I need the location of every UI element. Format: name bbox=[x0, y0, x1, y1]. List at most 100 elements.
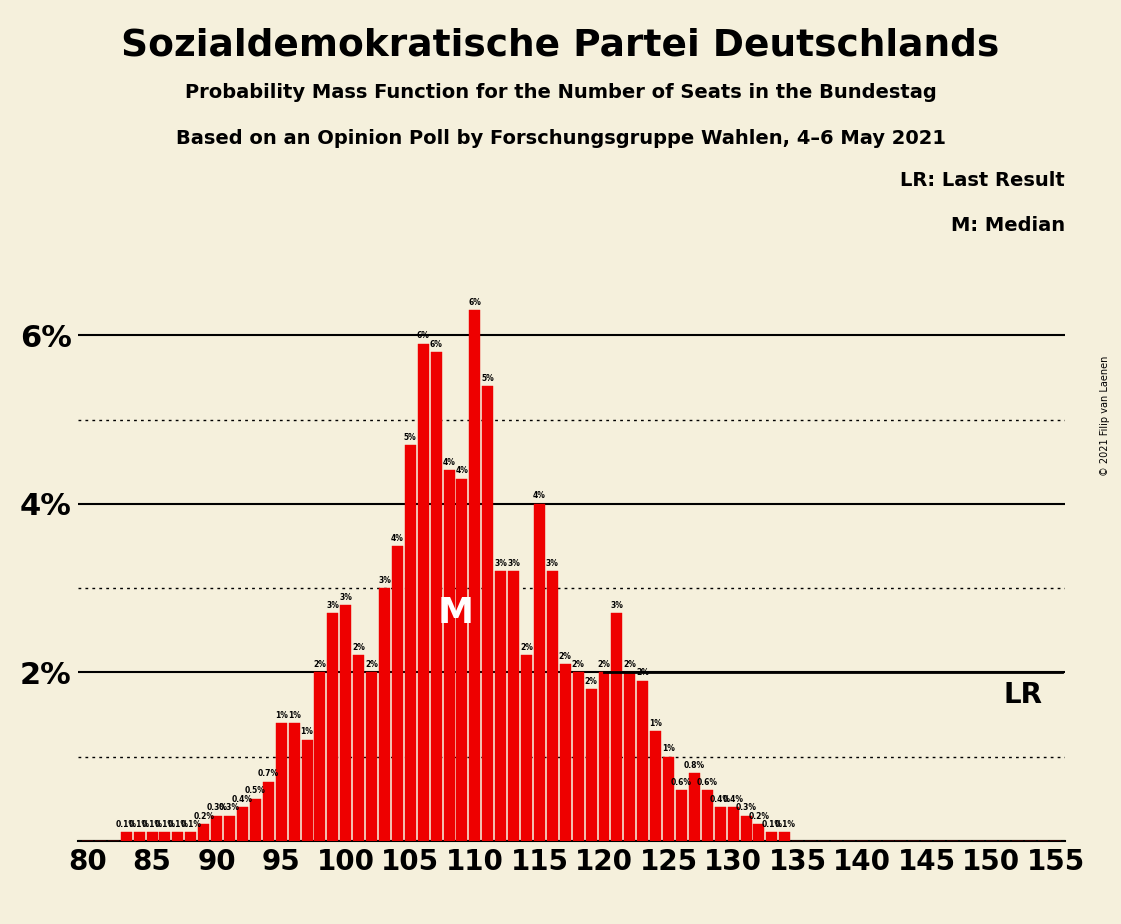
Text: 1%: 1% bbox=[275, 711, 288, 720]
Text: 1%: 1% bbox=[288, 711, 300, 720]
Bar bbox=[624, 673, 636, 841]
Bar bbox=[521, 655, 532, 841]
Text: 0.4%: 0.4% bbox=[723, 795, 743, 804]
Text: 1%: 1% bbox=[649, 719, 663, 728]
Text: 0.1%: 0.1% bbox=[167, 820, 188, 829]
Bar bbox=[133, 833, 145, 841]
Text: 3%: 3% bbox=[340, 592, 352, 602]
Bar bbox=[728, 808, 739, 841]
Text: 0.1%: 0.1% bbox=[775, 820, 795, 829]
Bar bbox=[753, 824, 765, 841]
Bar bbox=[637, 681, 648, 841]
Text: 0.8%: 0.8% bbox=[684, 761, 705, 770]
Text: 2%: 2% bbox=[597, 660, 611, 669]
Text: 4%: 4% bbox=[455, 467, 469, 475]
Bar bbox=[573, 673, 584, 841]
Bar bbox=[276, 723, 287, 841]
Text: 2%: 2% bbox=[314, 660, 326, 669]
Text: 2%: 2% bbox=[623, 660, 637, 669]
Text: 3%: 3% bbox=[378, 576, 391, 585]
Text: 6%: 6% bbox=[417, 332, 429, 340]
Text: 2%: 2% bbox=[637, 668, 649, 677]
Text: 0.4%: 0.4% bbox=[710, 795, 731, 804]
Text: Probability Mass Function for the Number of Seats in the Bundestag: Probability Mass Function for the Number… bbox=[185, 83, 936, 103]
Bar bbox=[211, 816, 222, 841]
Bar bbox=[262, 782, 274, 841]
Text: 0.1%: 0.1% bbox=[129, 820, 150, 829]
Text: 0.1%: 0.1% bbox=[115, 820, 137, 829]
Bar bbox=[418, 344, 428, 841]
Bar bbox=[482, 386, 493, 841]
Bar bbox=[250, 798, 261, 841]
Text: 0.7%: 0.7% bbox=[258, 770, 279, 779]
Bar bbox=[715, 808, 725, 841]
Bar bbox=[430, 352, 442, 841]
Bar bbox=[302, 740, 313, 841]
Text: M: M bbox=[437, 596, 473, 630]
Text: 2%: 2% bbox=[558, 651, 572, 661]
Bar bbox=[198, 824, 210, 841]
Bar bbox=[547, 571, 558, 841]
Bar bbox=[495, 571, 507, 841]
Bar bbox=[508, 571, 519, 841]
Bar bbox=[341, 605, 351, 841]
Bar bbox=[379, 588, 390, 841]
Bar bbox=[367, 673, 377, 841]
Bar bbox=[237, 808, 248, 841]
Bar bbox=[585, 689, 596, 841]
Text: Based on an Opinion Poll by Forschungsgruppe Wahlen, 4–6 May 2021: Based on an Opinion Poll by Forschungsgr… bbox=[176, 129, 945, 149]
Text: 3%: 3% bbox=[326, 601, 340, 610]
Bar bbox=[444, 470, 454, 841]
Text: 0.2%: 0.2% bbox=[749, 811, 769, 821]
Bar bbox=[650, 731, 661, 841]
Text: LR: Last Result: LR: Last Result bbox=[900, 171, 1065, 189]
Bar bbox=[689, 773, 700, 841]
Bar bbox=[663, 757, 674, 841]
Text: 1%: 1% bbox=[300, 727, 314, 736]
Text: 2%: 2% bbox=[365, 660, 378, 669]
Bar bbox=[702, 790, 713, 841]
Bar bbox=[288, 723, 299, 841]
Text: 0.1%: 0.1% bbox=[761, 820, 782, 829]
Text: 6%: 6% bbox=[469, 298, 481, 307]
Text: 0.4%: 0.4% bbox=[232, 795, 253, 804]
Text: 4%: 4% bbox=[443, 457, 455, 467]
Text: 2%: 2% bbox=[520, 643, 532, 652]
Text: 0.1%: 0.1% bbox=[141, 820, 163, 829]
Text: 2%: 2% bbox=[585, 676, 597, 686]
Bar bbox=[159, 833, 170, 841]
Bar bbox=[599, 673, 610, 841]
Text: 3%: 3% bbox=[546, 559, 558, 568]
Bar bbox=[559, 664, 571, 841]
Bar bbox=[405, 444, 416, 841]
Text: 6%: 6% bbox=[429, 340, 443, 349]
Bar bbox=[185, 833, 196, 841]
Bar bbox=[147, 833, 158, 841]
Text: 5%: 5% bbox=[404, 432, 417, 442]
Text: 1%: 1% bbox=[663, 744, 675, 753]
Text: 2%: 2% bbox=[352, 643, 365, 652]
Text: 0.2%: 0.2% bbox=[193, 811, 214, 821]
Bar bbox=[470, 310, 481, 841]
Bar bbox=[392, 546, 402, 841]
Bar bbox=[327, 614, 339, 841]
Text: Sozialdemokratische Partei Deutschlands: Sozialdemokratische Partei Deutschlands bbox=[121, 28, 1000, 64]
Text: 0.1%: 0.1% bbox=[180, 820, 202, 829]
Text: 0.6%: 0.6% bbox=[671, 778, 692, 787]
Bar bbox=[224, 816, 235, 841]
Text: 4%: 4% bbox=[391, 533, 404, 542]
Text: 5%: 5% bbox=[481, 373, 494, 383]
Text: M: Median: M: Median bbox=[951, 216, 1065, 236]
Bar bbox=[456, 479, 467, 841]
Text: 2%: 2% bbox=[572, 660, 585, 669]
Text: 0.1%: 0.1% bbox=[155, 820, 176, 829]
Bar bbox=[767, 833, 777, 841]
Text: 0.6%: 0.6% bbox=[697, 778, 717, 787]
Bar bbox=[534, 504, 545, 841]
Bar bbox=[121, 833, 132, 841]
Text: 0.3%: 0.3% bbox=[735, 803, 757, 812]
Bar bbox=[741, 816, 751, 841]
Bar bbox=[611, 614, 622, 841]
Text: 4%: 4% bbox=[532, 492, 546, 501]
Text: 3%: 3% bbox=[611, 601, 623, 610]
